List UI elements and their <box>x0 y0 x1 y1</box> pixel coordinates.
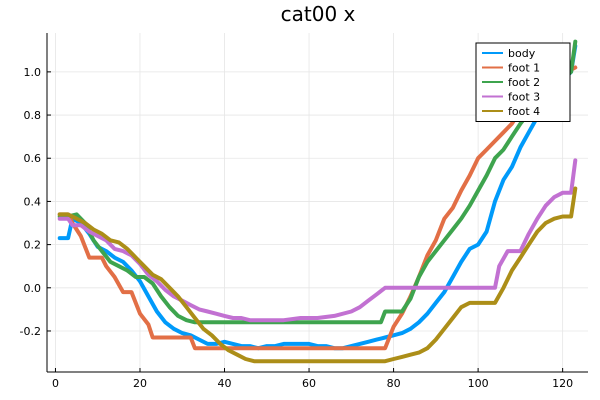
chart-title: cat00 x <box>281 2 356 26</box>
x-tick-label: 40 <box>218 377 232 390</box>
x-tick-label: 120 <box>552 377 573 390</box>
legend-label-foot-1: foot 1 <box>508 62 540 75</box>
series-line-foot-4 <box>57 186 578 364</box>
x-tick-label: 100 <box>468 377 489 390</box>
legend-label-body: body <box>508 47 536 60</box>
series-line-body <box>57 44 578 351</box>
x-tick-label: 20 <box>133 377 147 390</box>
tick-labels: 0 20 40 60 80 100 120 -0.2 0.0 0.2 0.4 0.6 0.8 1.0 <box>20 66 574 390</box>
legend-label-foot-4: foot 4 <box>508 105 540 118</box>
x-tick-label: 80 <box>387 377 401 390</box>
y-tick-label: 0.2 <box>24 239 42 252</box>
x-tick-label: 0 <box>52 377 59 390</box>
x-tick-label: 60 <box>302 377 316 390</box>
legend-label-foot-3: foot 3 <box>508 91 540 104</box>
series-line-foot-3 <box>57 158 578 323</box>
y-tick-label: 0.0 <box>24 282 42 295</box>
y-tick-label: -0.2 <box>20 325 41 338</box>
axes <box>46 33 588 373</box>
y-tick-label: 1.0 <box>24 66 42 79</box>
y-tick-label: 0.4 <box>24 195 42 208</box>
legend-label-foot-2: foot 2 <box>508 76 540 89</box>
y-tick-label: 0.8 <box>24 109 42 122</box>
y-tick-label: 0.6 <box>24 152 42 165</box>
